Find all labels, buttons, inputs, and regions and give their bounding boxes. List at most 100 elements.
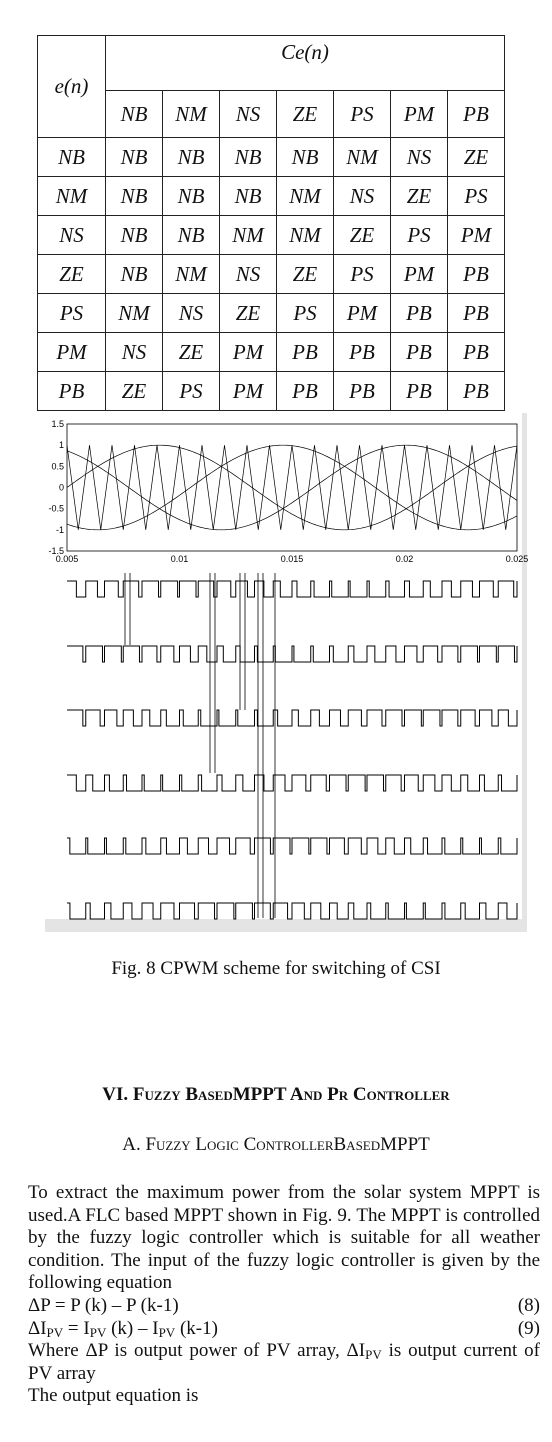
row-label: NS (37, 215, 106, 255)
column-header: PB (447, 90, 505, 138)
reference (66, 444, 518, 531)
row-label: NM (37, 176, 106, 216)
cell: ZE (333, 215, 391, 255)
cell: NB (219, 137, 277, 177)
table-row: PB ZE PS PM PB PB PB PB (37, 371, 505, 411)
cell: NS (162, 293, 220, 333)
cell: NS (105, 332, 163, 372)
row-label: PS (37, 293, 106, 333)
cell: NM (276, 176, 334, 216)
table-row: PS NM NS ZE PS PM PB PB (37, 293, 505, 333)
eq-sub: PV (158, 1324, 176, 1340)
cell: PS (390, 215, 448, 255)
pulse-train (67, 902, 518, 920)
cell: NB (105, 254, 163, 294)
cell: ZE (447, 137, 505, 177)
cell: PM (390, 254, 448, 294)
row-label: NB (37, 137, 106, 177)
table-row: PM NS ZE PM PB PB PB PB (37, 332, 505, 372)
cell: NB (276, 137, 334, 177)
equation-number: (8) (517, 1294, 540, 1316)
carrier (66, 445, 518, 530)
where-text: Where ΔP is output power of PV array, ΔI… (28, 1340, 540, 1385)
eq-part: ΔI (28, 1317, 47, 1339)
row-label: ZE (37, 254, 106, 294)
y-tick-label: -1 (56, 525, 64, 535)
cell: NM (105, 293, 163, 333)
column-header: PS (333, 90, 391, 138)
cell: PB (447, 332, 505, 372)
y-tick-label: 0 (59, 483, 64, 493)
cell: ZE (219, 293, 277, 333)
cell: NB (105, 176, 163, 216)
figure: 1.5 1 0.5 0 -0.5 -1 -1.50.005 0.01 0.015 0.02 0.02… (45, 413, 528, 932)
subsection-heading: A. Fuzzy Logic ControllerBasedMPPT (122, 1134, 430, 1155)
eq-sub: PV (46, 1324, 64, 1340)
pulse-train (67, 709, 518, 727)
figure-panel (45, 413, 522, 919)
column-header: NB (105, 90, 163, 138)
x-tick-label: 0.02 (396, 554, 414, 564)
equation: ΔP = P (k) – P (k-1) (8) (28, 1295, 540, 1318)
y-tick-label: 1.5 (51, 419, 64, 429)
cell: NM (276, 215, 334, 255)
cell: PM (219, 371, 277, 411)
cell: NB (162, 176, 220, 216)
cell: PS (447, 176, 505, 216)
header-row: NB NM NS ZE PS PM PB (38, 90, 505, 138)
x-tick-label: 0.01 (171, 554, 189, 564)
row-label: PB (37, 371, 106, 411)
equation-text: ΔP = P (k) – P (k-1) (28, 1294, 179, 1316)
figure-caption: Fig. 8 CPWM scheme for switching of CSI (111, 958, 441, 979)
paragraph: To extract the maximum power from the so… (28, 1182, 540, 1294)
cell: PS (276, 293, 334, 333)
cell: NB (219, 176, 277, 216)
reference (66, 444, 518, 531)
cell: PM (447, 215, 505, 255)
eq-part: = I (63, 1317, 90, 1339)
cell: PB (333, 332, 391, 372)
cell: NB (162, 137, 220, 177)
section-heading: VI. Fuzzy BasedMPPT And Pr Controller (102, 1084, 450, 1105)
y-tick-label: 0.5 (51, 461, 64, 471)
cell: PM (219, 332, 277, 372)
column-header: NM (162, 90, 220, 138)
row-header: e(n) (37, 35, 106, 138)
column-header: NS (219, 90, 277, 138)
cell: PM (333, 293, 391, 333)
cell: PB (447, 371, 505, 411)
table-row: NS NB NB NM NM ZE PS PM (37, 215, 505, 255)
cell: NS (390, 137, 448, 177)
cell: NB (105, 137, 163, 177)
column-header: PM (390, 90, 448, 138)
rule-table: e(n) Ce(n) NB NM NS ZE PS PM PB NB NB NB NB NB NM NS ZE N… (37, 35, 505, 411)
pulse-train (67, 580, 518, 598)
cell: ZE (162, 332, 220, 372)
cell: PB (447, 254, 505, 294)
equation-number: (9) (517, 1317, 540, 1339)
eq-part: (k-1) (175, 1317, 218, 1339)
cell: PB (333, 371, 391, 411)
cell: NS (333, 176, 391, 216)
table-row: NM NB NB NB NM NS ZE PS (37, 176, 505, 216)
text-part: is output current of PV array (28, 1340, 541, 1384)
reference (66, 444, 518, 531)
cell: NS (219, 254, 277, 294)
y-tick-label: -1.5 (48, 546, 64, 556)
cell: NM (162, 254, 220, 294)
table-row: ZE NB NM NS ZE PS PM PB (37, 254, 505, 294)
cell: PS (162, 371, 220, 411)
column-header: ZE (276, 90, 334, 138)
row-label: PM (37, 332, 106, 372)
x-tick-label: 0.015 (281, 554, 304, 564)
table-row: NB NB NB NB NB NM NS ZE (37, 137, 505, 177)
cell: PS (333, 254, 391, 294)
cell: PB (390, 332, 448, 372)
cell: PB (447, 293, 505, 333)
column-group: Ce(n) (105, 35, 505, 91)
body-text: To extract the maximum power from the so… (28, 1182, 540, 1408)
eq-sub: PV (89, 1324, 107, 1340)
header-row: e(n) Ce(n) (37, 35, 505, 138)
cell: PB (276, 371, 334, 411)
cell: PB (390, 293, 448, 333)
